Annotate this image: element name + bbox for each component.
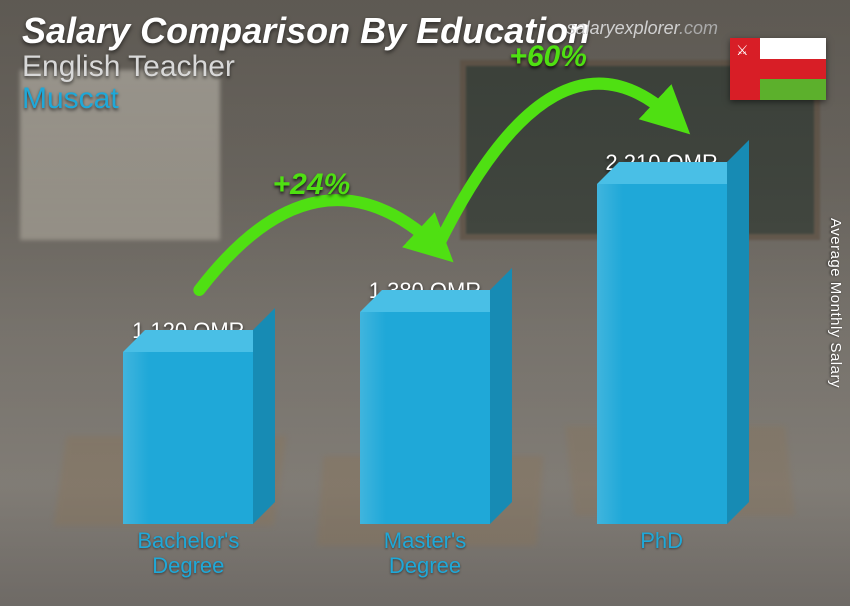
- infographic-canvas: Salary Comparison By Education English T…: [0, 0, 850, 606]
- increase-arrow: [0, 0, 850, 606]
- increase-pct-label: +60%: [509, 40, 587, 74]
